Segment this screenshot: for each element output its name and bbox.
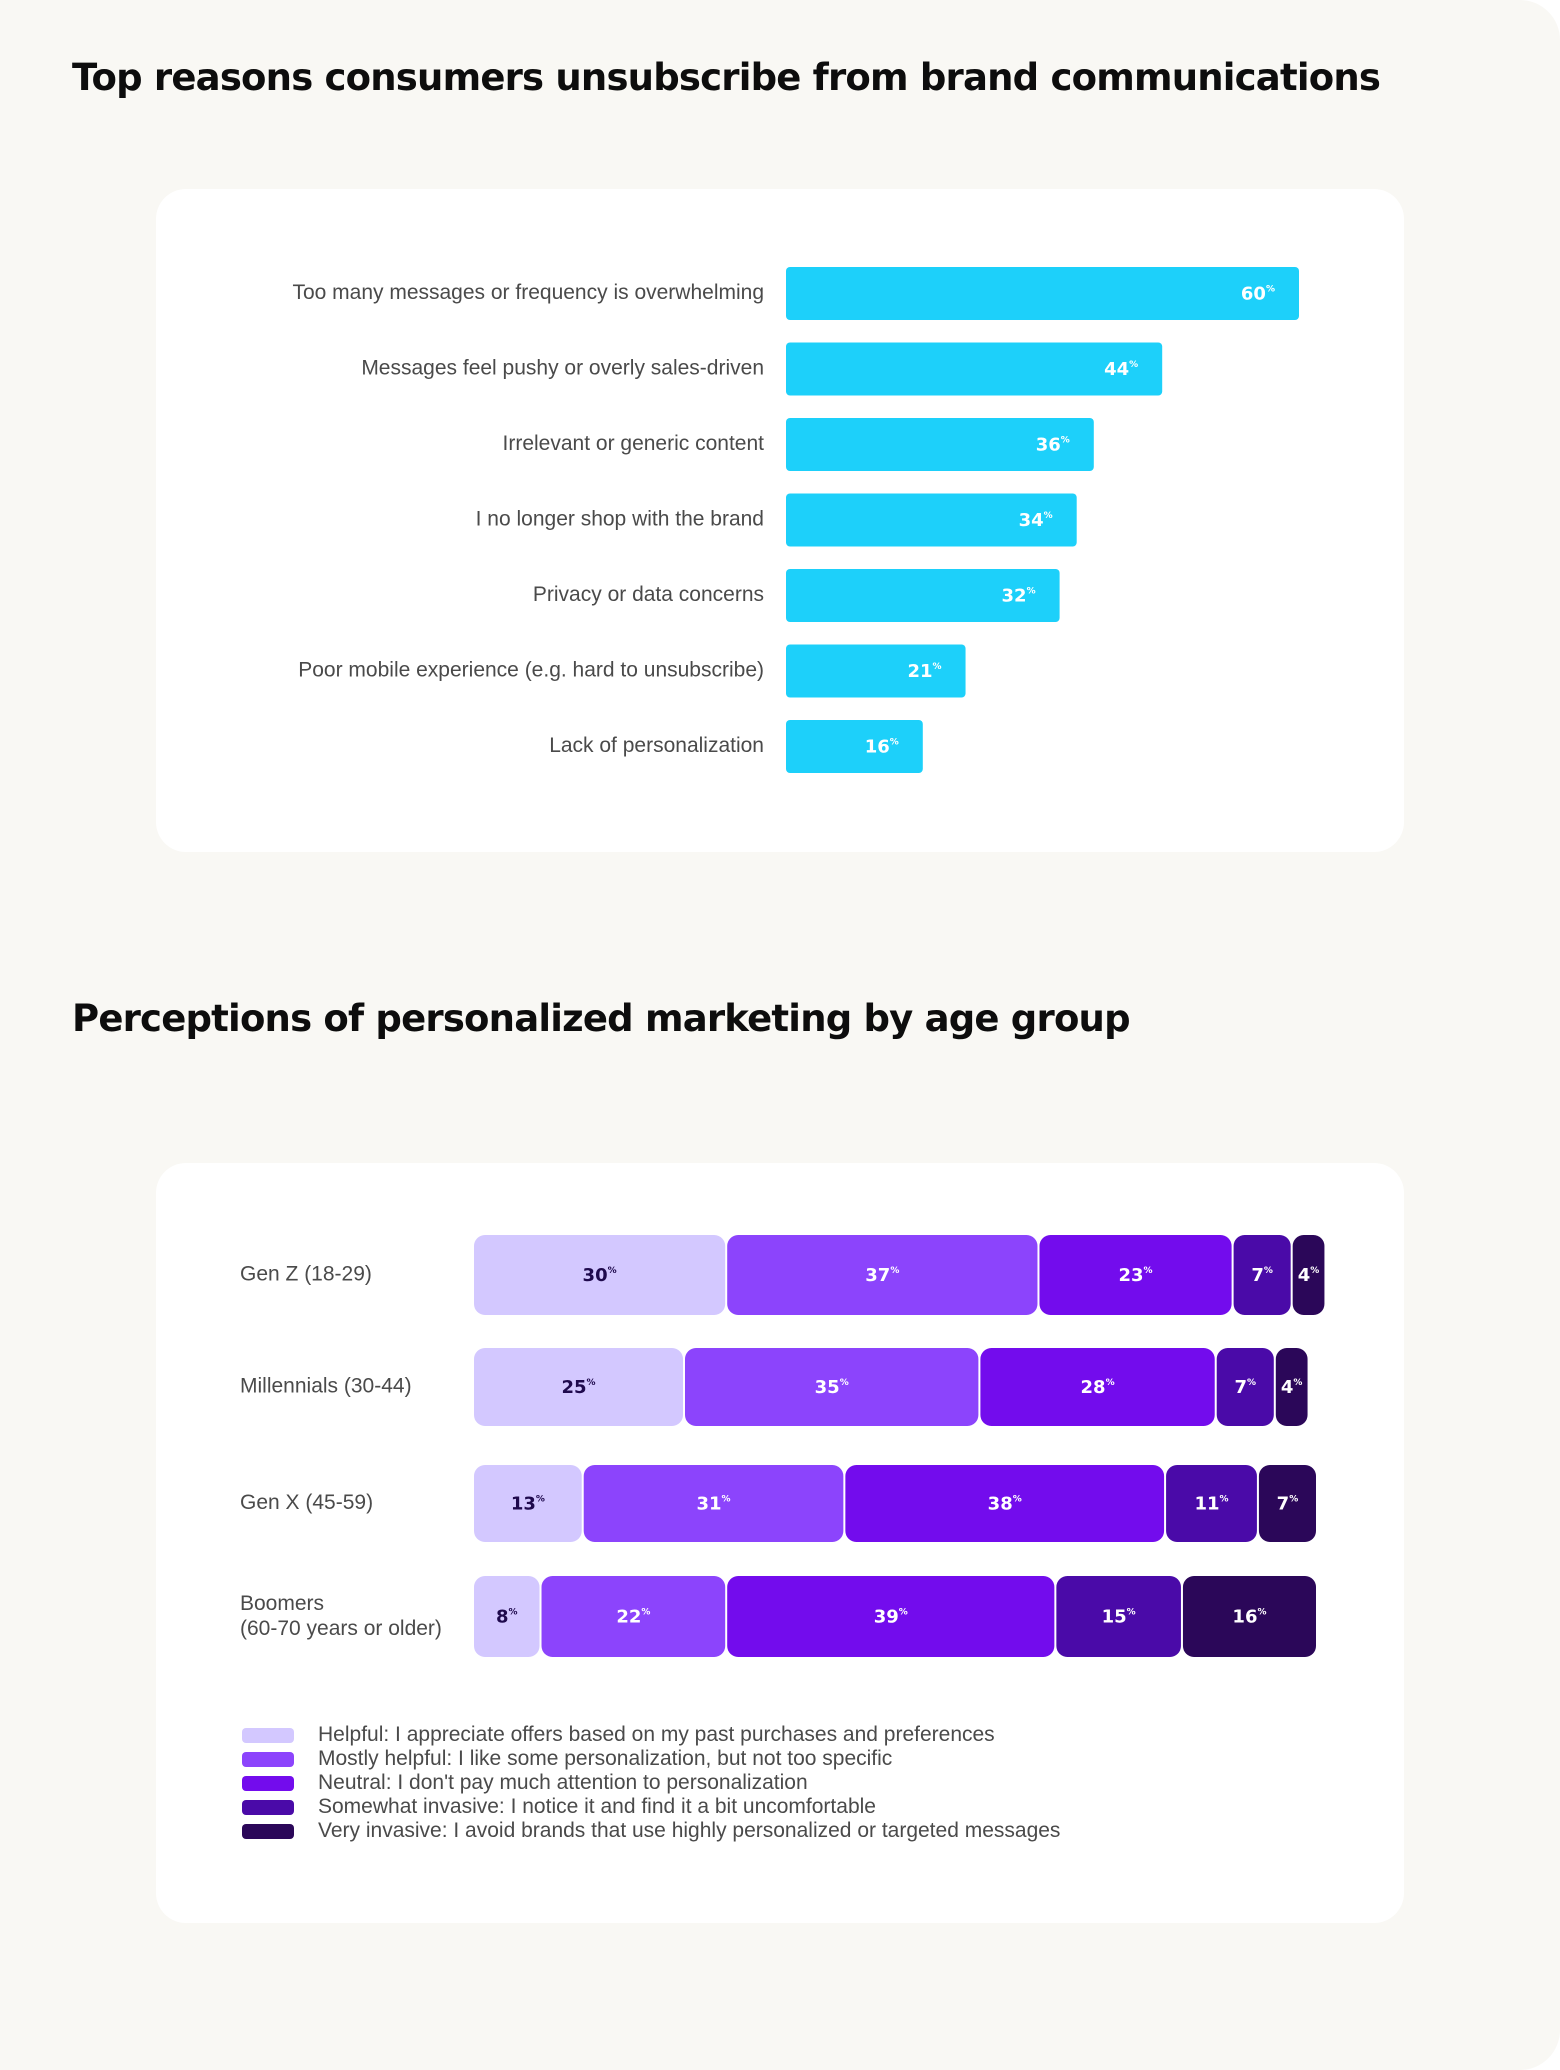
perceptions-chart-card: Gen Z (18-29) 30% 37% 23% 7% 4% Millennials (3… <box>156 1163 1404 1923</box>
stack-segment <box>727 1235 1038 1315</box>
stack-segment <box>583 1465 844 1542</box>
bar <box>786 720 923 773</box>
category-label: Privacy or data concerns <box>533 583 764 606</box>
segment-value-label: 35% <box>815 1377 849 1398</box>
stack-segment <box>1056 1576 1181 1657</box>
segment-value-label: 7% <box>1251 1265 1273 1286</box>
legend-swatch <box>242 1799 294 1815</box>
stack-segment <box>474 1348 683 1426</box>
bar <box>786 418 1094 471</box>
legend-item: Neutral: I don't pay much attention to p… <box>242 1771 1060 1795</box>
perceptions-stacked-bar-chart: Gen Z (18-29) 30% 37% 23% 7% 4% Millennials (3… <box>240 1235 1325 1657</box>
bar <box>786 267 1299 320</box>
segment-value-label: 39% <box>874 1607 908 1628</box>
legend-swatch <box>242 1751 294 1767</box>
legend-swatch <box>242 1823 294 1839</box>
segment-value-label: 31% <box>696 1494 730 1515</box>
legend-swatch <box>242 1727 294 1743</box>
segment-value-label: 38% <box>988 1494 1022 1515</box>
unsubscribe-chart-card: Too many messages or frequency is overwh… <box>156 189 1404 852</box>
stack-segment <box>1233 1235 1291 1315</box>
segment-value-label: 22% <box>616 1607 650 1628</box>
unsubscribe-chart-title: Top reasons consumers unsubscribe from b… <box>72 56 1381 99</box>
row-label: Gen X (45-59) <box>240 1491 373 1514</box>
segment-value-label: 7% <box>1277 1494 1299 1515</box>
category-label: Lack of personalization <box>549 734 764 757</box>
segment-value-label: 15% <box>1102 1607 1136 1628</box>
segment-value-label: 16% <box>1232 1607 1266 1628</box>
legend-swatch <box>242 1775 294 1791</box>
segment-value-label: 25% <box>561 1377 595 1398</box>
stack-segment <box>1039 1235 1232 1315</box>
value-label: 36% <box>1036 435 1070 456</box>
segment-value-label: 28% <box>1081 1377 1115 1398</box>
segment-value-label: 4% <box>1281 1377 1303 1398</box>
legend-item: Very invasive: I avoid brands that use h… <box>242 1819 1060 1843</box>
stack-segment <box>980 1348 1215 1426</box>
segment-value-label: 37% <box>865 1265 899 1286</box>
segment-value-label: 11% <box>1194 1494 1228 1515</box>
category-label: Too many messages or frequency is overwh… <box>292 281 764 304</box>
stack-segment <box>474 1235 726 1315</box>
legend-item: Somewhat invasive: I notice it and find … <box>242 1795 1060 1819</box>
segment-value-label: 4% <box>1298 1265 1320 1286</box>
legend-label: Very invasive: I avoid brands that use h… <box>318 1819 1061 1842</box>
stack-segment <box>845 1465 1165 1542</box>
unsubscribe-bar-chart: Too many messages or frequency is overwh… <box>292 267 1299 773</box>
segment-value-label: 23% <box>1118 1265 1152 1286</box>
row-label: Boomers (60-70 years or older) <box>240 1592 442 1640</box>
segment-value-label: 13% <box>511 1494 545 1515</box>
stack-segment <box>1275 1348 1308 1426</box>
stack-segment <box>727 1576 1055 1657</box>
stack-segment <box>1166 1465 1257 1542</box>
segment-value-label: 8% <box>496 1607 518 1628</box>
perceptions-legend: Helpful: I appreciate offers based on my… <box>242 1723 1060 1843</box>
category-label: I no longer shop with the brand <box>476 508 764 531</box>
legend-label: Helpful: I appreciate offers based on my… <box>318 1723 995 1746</box>
value-label: 44% <box>1104 359 1138 380</box>
legend-item: Mostly helpful: I like some personalizat… <box>242 1747 1060 1771</box>
segment-value-label: 7% <box>1234 1377 1256 1398</box>
perceptions-chart-title: Perceptions of personalized marketing by… <box>72 997 1131 1040</box>
bar <box>786 644 966 698</box>
value-label: 34% <box>1019 510 1053 531</box>
legend-label: Mostly helpful: I like some personalizat… <box>318 1747 893 1770</box>
category-label: Poor mobile experience (e.g. hard to uns… <box>298 659 764 682</box>
stack-segment <box>685 1348 979 1426</box>
stack-segment <box>1216 1348 1274 1426</box>
category-label: Irrelevant or generic content <box>503 432 765 455</box>
value-label: 32% <box>1002 586 1036 607</box>
row-label: Millennials (30-44) <box>240 1375 412 1398</box>
stack-segment <box>474 1465 582 1542</box>
stack-segment <box>541 1576 726 1657</box>
legend-label: Somewhat invasive: I notice it and find … <box>318 1795 876 1818</box>
segment-value-label: 30% <box>583 1265 617 1286</box>
stack-segment <box>1182 1576 1316 1657</box>
stack-segment <box>474 1576 540 1657</box>
bar <box>786 342 1163 396</box>
legend-item: Helpful: I appreciate offers based on my… <box>242 1723 1060 1747</box>
bar <box>786 569 1060 622</box>
stack-segment <box>1258 1465 1316 1542</box>
row-label: Gen Z (18-29) <box>240 1263 372 1286</box>
bar <box>786 493 1077 547</box>
category-label: Messages feel pushy or overly sales-driv… <box>361 357 764 380</box>
value-label: 16% <box>865 737 899 758</box>
legend-label: Neutral: I don't pay much attention to p… <box>318 1771 808 1794</box>
stack-segment <box>1292 1235 1325 1315</box>
value-label: 60% <box>1241 284 1275 305</box>
value-label: 21% <box>907 661 941 682</box>
